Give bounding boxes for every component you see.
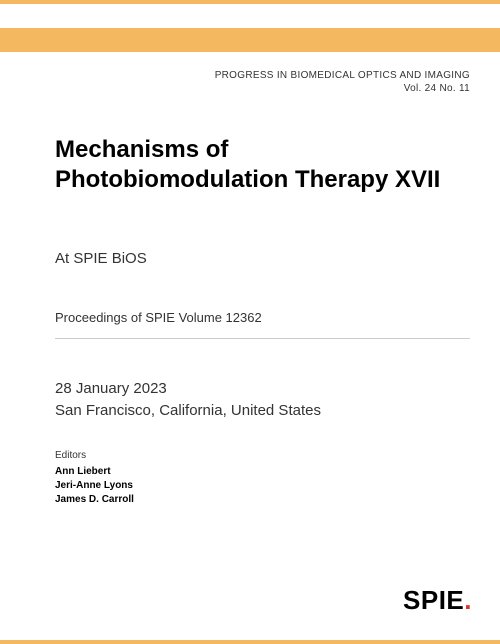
editors-block: Editors Ann Liebert Jeri-Anne Lyons Jame…: [55, 450, 134, 507]
editor-name: Jeri-Anne Lyons: [55, 479, 134, 493]
editor-name: James D. Carroll: [55, 493, 134, 507]
series-title: PROGRESS IN BIOMEDICAL OPTICS AND IMAGIN…: [215, 70, 470, 81]
event-date: 28 January 2023: [55, 380, 167, 397]
accent-band: [0, 28, 500, 52]
bottom-border: [0, 640, 500, 644]
top-border: [0, 0, 500, 4]
proceedings-line: Proceedings of SPIE Volume 12362: [55, 310, 262, 325]
logo-text: SPIE: [403, 585, 464, 615]
editor-name: Ann Liebert: [55, 465, 134, 479]
series-info: PROGRESS IN BIOMEDICAL OPTICS AND IMAGIN…: [215, 70, 470, 94]
main-title: Mechanisms of Photobiomodulation Therapy…: [55, 135, 445, 195]
editors-heading: Editors: [55, 450, 134, 461]
event-location: San Francisco, California, United States: [55, 402, 321, 419]
spie-logo: SPIE.: [403, 585, 472, 616]
divider-rule: [55, 338, 470, 339]
volume-number: Vol. 24 No. 11: [215, 83, 470, 94]
subtitle: At SPIE BiOS: [55, 250, 147, 267]
logo-dot: .: [464, 585, 472, 615]
